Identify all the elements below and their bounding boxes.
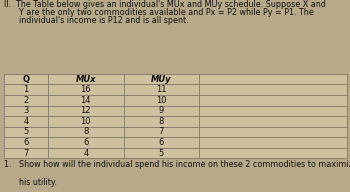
Text: 4: 4 <box>23 117 28 126</box>
Bar <box>4 74 346 158</box>
Text: II.  The Table below gives an individual's MUx and MUy schedule. Suppose X and: II. The Table below gives an individual'… <box>4 0 326 9</box>
Text: 8: 8 <box>83 127 89 137</box>
Text: MUy: MUy <box>151 75 172 84</box>
Text: individual's income is P12 and is all spent.: individual's income is P12 and is all sp… <box>4 16 188 25</box>
Text: 10: 10 <box>156 96 167 105</box>
Text: 11: 11 <box>156 85 167 94</box>
Text: MUx: MUx <box>76 75 96 84</box>
Text: 8: 8 <box>159 117 164 126</box>
Text: 9: 9 <box>159 106 164 115</box>
Text: 7: 7 <box>23 149 28 158</box>
Text: 1.   Show how will the individual spend his income on these 2 commodities to max: 1. Show how will the individual spend hi… <box>4 160 350 169</box>
Text: 2: 2 <box>23 96 28 105</box>
Text: 5: 5 <box>159 149 164 158</box>
Text: 6: 6 <box>23 138 28 147</box>
Text: his utility.: his utility. <box>4 178 56 187</box>
Text: Y are the only two commodities available and Px = P2 while Py = P1. The: Y are the only two commodities available… <box>4 8 313 17</box>
Text: 3: 3 <box>23 106 28 115</box>
Text: Q: Q <box>22 75 29 84</box>
Text: 12: 12 <box>80 106 91 115</box>
Text: 16: 16 <box>80 85 91 94</box>
Text: 6: 6 <box>83 138 89 147</box>
Text: 5: 5 <box>23 127 28 137</box>
Text: 10: 10 <box>80 117 91 126</box>
Text: 4: 4 <box>83 149 89 158</box>
Text: 1: 1 <box>23 85 28 94</box>
Text: 6: 6 <box>159 138 164 147</box>
Text: 14: 14 <box>80 96 91 105</box>
Text: 7: 7 <box>159 127 164 137</box>
